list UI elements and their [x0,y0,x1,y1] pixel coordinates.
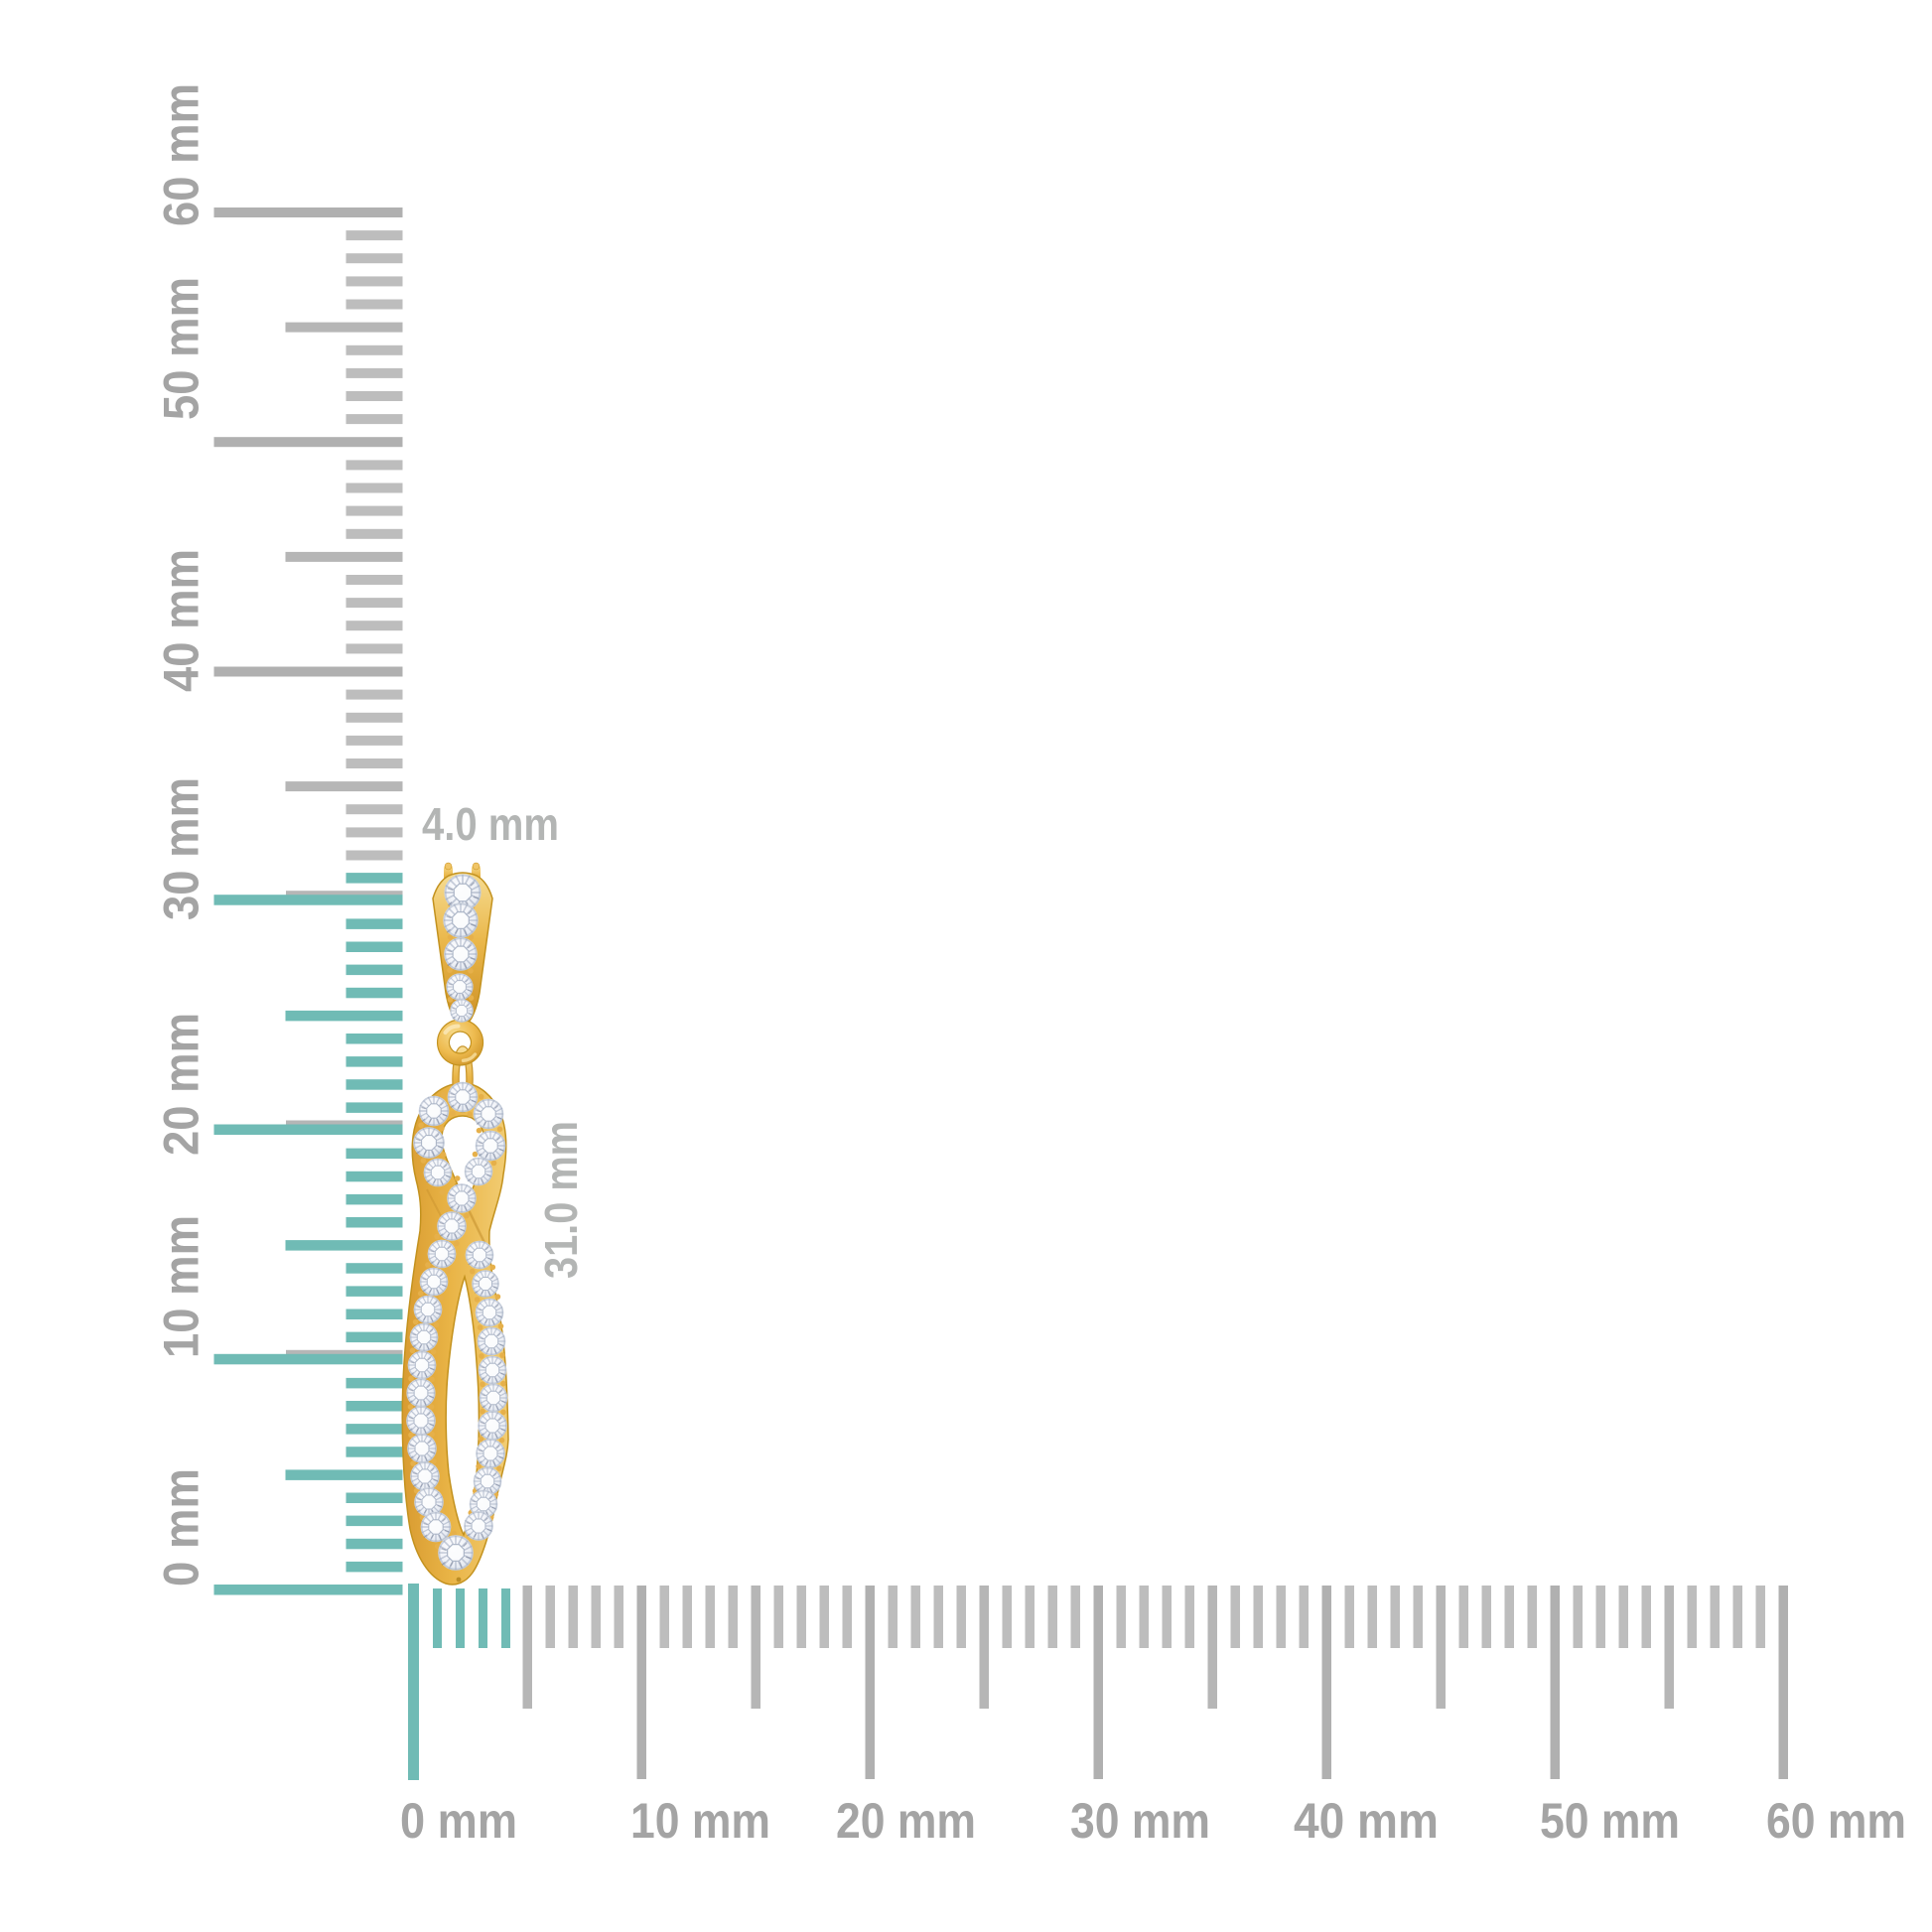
svg-text:50 mm: 50 mm [154,277,209,420]
svg-text:60 mm: 60 mm [154,83,209,226]
svg-text:10 mm: 10 mm [154,1215,209,1358]
svg-text:20 mm: 20 mm [836,1793,976,1849]
svg-text:40 mm: 40 mm [1294,1793,1439,1849]
svg-text:4.0 mm: 4.0 mm [422,798,559,850]
svg-text:50 mm: 50 mm [1540,1793,1680,1849]
svg-text:20 mm: 20 mm [154,1013,209,1156]
svg-text:30 mm: 30 mm [154,777,209,920]
svg-text:31.0 mm: 31.0 mm [535,1121,587,1279]
svg-text:60 mm: 60 mm [1766,1793,1906,1849]
svg-text:40 mm: 40 mm [154,549,209,692]
svg-text:10 mm: 10 mm [630,1793,770,1849]
svg-text:0 mm: 0 mm [154,1468,209,1587]
svg-text:30 mm: 30 mm [1070,1793,1210,1849]
svg-text:0 mm: 0 mm [400,1793,517,1849]
